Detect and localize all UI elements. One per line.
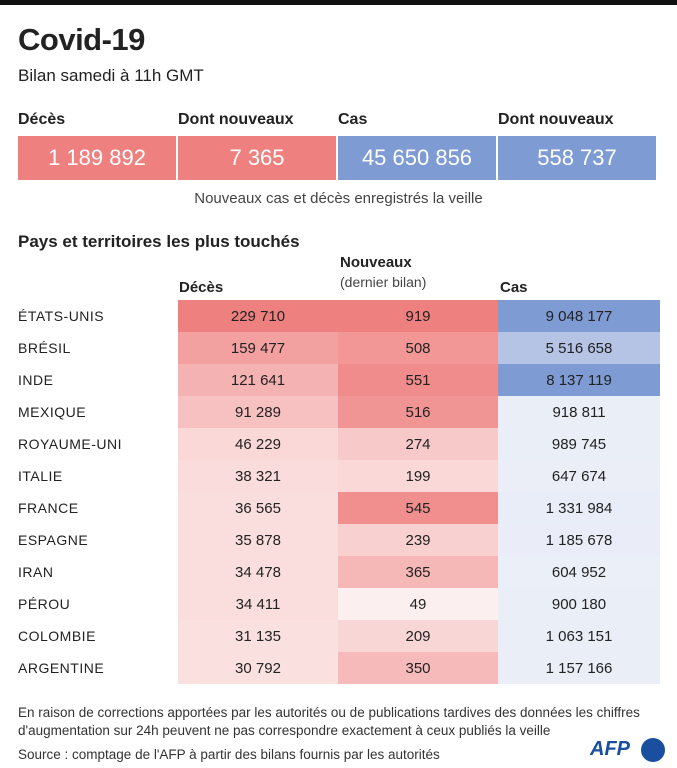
afp-logo: AFP bbox=[590, 738, 630, 760]
afp-logo-dot bbox=[641, 738, 665, 762]
footnote-2: d'augmentation sur 24h peuvent ne pas co… bbox=[18, 723, 551, 738]
country-name: ARGENTINE bbox=[18, 660, 105, 676]
deaths-cell: 36 565 bbox=[178, 492, 338, 524]
table-row: INDE 121 641 551 8 137 119 bbox=[0, 364, 677, 396]
table-row: ESPAGNE 35 878 239 1 185 678 bbox=[0, 524, 677, 556]
page-title: Covid-19 bbox=[18, 22, 145, 57]
table-row: MEXIQUE 91 289 516 918 811 bbox=[0, 396, 677, 428]
country-name: BRÉSIL bbox=[18, 340, 71, 356]
table-row: FRANCE 36 565 545 1 331 984 bbox=[0, 492, 677, 524]
cases-cell: 9 048 177 bbox=[498, 300, 660, 332]
key-value: 45 650 856 bbox=[338, 136, 496, 180]
country-name: ITALIE bbox=[18, 468, 63, 484]
deaths-cell: 30 792 bbox=[178, 652, 338, 684]
country-name: ÉTATS-UNIS bbox=[18, 308, 105, 324]
key-label: Dont nouveaux bbox=[498, 111, 614, 128]
subtitle: Bilan samedi à 11h GMT bbox=[18, 66, 204, 85]
table-row: COLOMBIE 31 135 209 1 063 151 bbox=[0, 620, 677, 652]
cases-cell: 1 331 984 bbox=[498, 492, 660, 524]
key-note: Nouveaux cas et décès enregistrés la vei… bbox=[194, 190, 483, 207]
cases-cell: 5 516 658 bbox=[498, 332, 660, 364]
cases-cell: 1 157 166 bbox=[498, 652, 660, 684]
key-value: 558 737 bbox=[498, 136, 656, 180]
top-bar bbox=[0, 0, 677, 5]
country-name: ROYAUME-UNI bbox=[18, 436, 123, 452]
new-cell: 239 bbox=[338, 524, 498, 556]
cases-cell: 989 745 bbox=[498, 428, 660, 460]
key-label: Dont nouveaux bbox=[178, 111, 294, 128]
key-label: Cas bbox=[338, 111, 368, 128]
table-row: PÉROU 34 411 49 900 180 bbox=[0, 588, 677, 620]
new-cell: 209 bbox=[338, 620, 498, 652]
col-header-new: Nouveaux bbox=[340, 254, 412, 271]
country-name: COLOMBIE bbox=[18, 628, 96, 644]
deaths-cell: 38 321 bbox=[178, 460, 338, 492]
cases-cell: 647 674 bbox=[498, 460, 660, 492]
new-cell: 365 bbox=[338, 556, 498, 588]
col-header-cases: Cas bbox=[500, 279, 528, 296]
col-header-new-sub: (dernier bilan) bbox=[340, 274, 427, 290]
table-row: ITALIE 38 321 199 647 674 bbox=[0, 460, 677, 492]
deaths-cell: 46 229 bbox=[178, 428, 338, 460]
new-cell: 49 bbox=[338, 588, 498, 620]
table-row: IRAN 34 478 365 604 952 bbox=[0, 556, 677, 588]
cases-cell: 8 137 119 bbox=[498, 364, 660, 396]
deaths-cell: 159 477 bbox=[178, 332, 338, 364]
new-cell: 551 bbox=[338, 364, 498, 396]
cases-cell: 1 185 678 bbox=[498, 524, 660, 556]
key-label: Décès bbox=[18, 111, 66, 128]
country-name: FRANCE bbox=[18, 500, 79, 516]
section-title: Pays et territoires les plus touchés bbox=[18, 232, 300, 251]
cases-cell: 1 063 151 bbox=[498, 620, 660, 652]
key-value: 1 189 892 bbox=[18, 136, 176, 180]
col-header-deaths: Décès bbox=[179, 279, 224, 296]
table-row: ROYAUME-UNI 46 229 274 989 745 bbox=[0, 428, 677, 460]
deaths-cell: 91 289 bbox=[178, 396, 338, 428]
deaths-cell: 35 878 bbox=[178, 524, 338, 556]
deaths-cell: 229 710 bbox=[178, 300, 338, 332]
new-cell: 919 bbox=[338, 300, 498, 332]
deaths-cell: 34 411 bbox=[178, 588, 338, 620]
new-cell: 350 bbox=[338, 652, 498, 684]
deaths-cell: 31 135 bbox=[178, 620, 338, 652]
country-name: PÉROU bbox=[18, 596, 71, 612]
new-cell: 545 bbox=[338, 492, 498, 524]
new-cell: 508 bbox=[338, 332, 498, 364]
key-value: 7 365 bbox=[178, 136, 336, 180]
new-cell: 516 bbox=[338, 396, 498, 428]
country-name: IRAN bbox=[18, 564, 54, 580]
cases-cell: 900 180 bbox=[498, 588, 660, 620]
table-row: ÉTATS-UNIS 229 710 919 9 048 177 bbox=[0, 300, 677, 332]
new-cell: 199 bbox=[338, 460, 498, 492]
cases-cell: 604 952 bbox=[498, 556, 660, 588]
country-name: ESPAGNE bbox=[18, 532, 89, 548]
footnote-1: En raison de corrections apportées par l… bbox=[18, 705, 640, 720]
table-row: ARGENTINE 30 792 350 1 157 166 bbox=[0, 652, 677, 684]
deaths-cell: 34 478 bbox=[178, 556, 338, 588]
country-name: INDE bbox=[18, 372, 54, 388]
new-cell: 274 bbox=[338, 428, 498, 460]
table-row: BRÉSIL 159 477 508 5 516 658 bbox=[0, 332, 677, 364]
country-name: MEXIQUE bbox=[18, 404, 87, 420]
deaths-cell: 121 641 bbox=[178, 364, 338, 396]
source: Source : comptage de l'AFP à partir des … bbox=[18, 747, 440, 762]
cases-cell: 918 811 bbox=[498, 396, 660, 428]
